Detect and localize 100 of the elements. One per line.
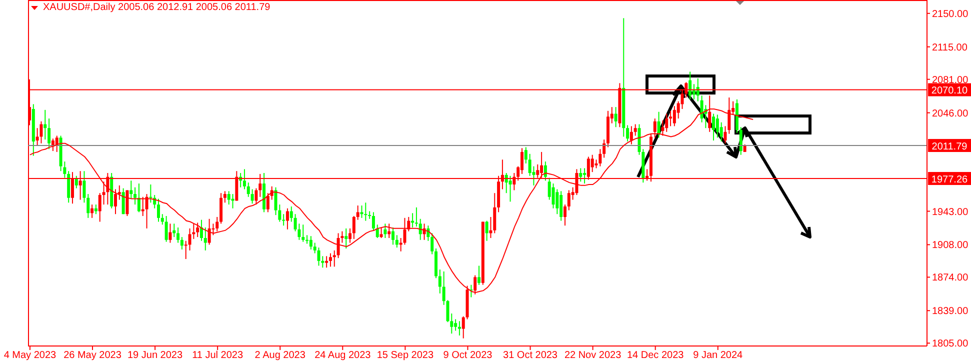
candlestick [563, 204, 566, 226]
x-tick-label: 11 Jul 2023 [192, 350, 244, 361]
candlestick [200, 219, 203, 242]
candlestick [430, 232, 434, 255]
candlestick [724, 126, 727, 144]
candlestick [114, 188, 117, 215]
candlestick [254, 188, 258, 206]
candlestick [184, 240, 188, 260]
candlestick [86, 194, 90, 218]
x-tick-label: 4 May 2023 [4, 350, 57, 361]
candlestick [44, 109, 47, 140]
candlestick [126, 190, 129, 217]
candlestick [246, 182, 250, 198]
y-tick-label: 1908.00 [932, 240, 969, 252]
x-tick-label: 22 Nov 2023 [564, 350, 622, 361]
candlestick [325, 256, 328, 268]
candlestick [332, 250, 336, 268]
candlestick [485, 220, 488, 242]
candlestick [380, 226, 383, 238]
candlestick [630, 126, 633, 145]
y-tick-label: 2046.00 [932, 108, 969, 120]
candlestick [657, 111, 660, 138]
candlestick [134, 186, 137, 206]
y-tick-label: 1874.00 [932, 272, 969, 284]
candlestick [478, 265, 480, 286]
x-tick-label: 9 Oct 2023 [443, 350, 493, 361]
candlestick [336, 232, 340, 259]
y-tick-label: 1943.00 [932, 206, 969, 218]
candlestick [418, 218, 422, 240]
candlestick [520, 148, 524, 174]
candlestick [626, 124, 630, 142]
candlestick [242, 168, 246, 190]
candlestick [356, 204, 360, 220]
candlestick [579, 168, 582, 182]
x-tick-label: 2 Aug 2023 [254, 350, 306, 361]
candlestick [176, 226, 180, 244]
candlestick [216, 216, 219, 232]
ref-line-label: 2070.10 [931, 86, 968, 97]
candlestick [168, 223, 172, 244]
candlestick [145, 194, 148, 229]
candlestick [274, 186, 278, 216]
candlestick [149, 184, 152, 204]
candlestick [665, 113, 668, 132]
ref-line-label: 1977.26 [931, 174, 968, 186]
candlestick [74, 175, 78, 189]
candlestick [414, 206, 418, 228]
candlestick [352, 216, 356, 240]
candlestick [364, 202, 368, 222]
candlestick [614, 106, 618, 128]
candlestick [156, 198, 160, 222]
candlestick [118, 184, 121, 200]
candlestick [40, 120, 43, 144]
candlestick [278, 204, 282, 222]
candlestick [583, 168, 586, 184]
candlestick [204, 226, 207, 251]
candlestick [661, 120, 664, 136]
candlestick [720, 122, 723, 142]
candlestick [716, 114, 719, 138]
candlestick [384, 223, 387, 238]
candlestick [98, 192, 102, 222]
y-tick-label: 1805.00 [932, 338, 969, 350]
candlestick [227, 190, 230, 206]
candlestick [493, 192, 496, 234]
x-tick-label: 14 Dec 2023 [626, 350, 684, 361]
candlestick [450, 313, 454, 334]
candlestick [392, 226, 395, 246]
candlestick [438, 269, 442, 294]
x-tick-label: 26 May 2023 [64, 350, 122, 361]
y-tick-label: 2150.00 [932, 8, 969, 20]
candlestick [508, 175, 512, 202]
candlestick [712, 113, 716, 142]
candlestick [164, 216, 168, 242]
candlestick [220, 192, 223, 224]
candlestick [544, 161, 547, 182]
candlestick [462, 316, 465, 339]
candlestick [560, 190, 563, 222]
candlestick [82, 170, 86, 204]
candlestick [669, 110, 672, 127]
candlestick [372, 212, 375, 231]
candlestick [524, 146, 528, 164]
y-tick-label: 1839.00 [932, 306, 969, 318]
candlestick [223, 190, 226, 204]
candlestick [290, 206, 293, 222]
candlestick [344, 228, 348, 250]
ref-line-label: 2011.79 [932, 141, 968, 152]
y-tick-label: 2081.00 [932, 74, 969, 86]
candlestick [360, 204, 364, 218]
x-tick-label: 31 Oct 2023 [503, 350, 558, 361]
candlestick [48, 118, 51, 150]
x-tick-label: 24 Aug 2023 [314, 350, 372, 361]
y-tick-label: 2115.00 [932, 42, 968, 54]
candlestick [266, 192, 270, 213]
candlestick [328, 252, 332, 268]
candlestick [653, 118, 656, 138]
candlestick [90, 204, 94, 218]
candlestick [180, 236, 184, 250]
candlestick [67, 170, 70, 204]
candlestick [590, 154, 594, 173]
candlestick [348, 228, 352, 244]
candlestick [208, 218, 211, 246]
